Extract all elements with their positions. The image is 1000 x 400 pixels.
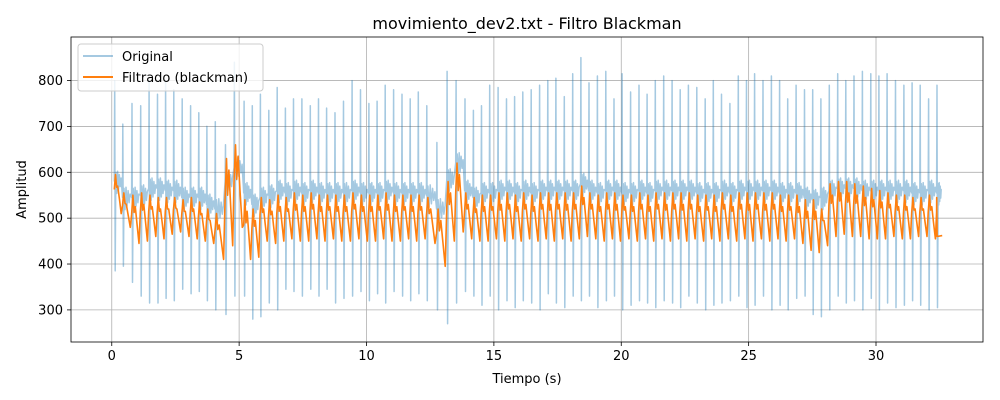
x-tick-label: 30 [868, 349, 885, 364]
y-tick-label: 300 [38, 303, 63, 318]
series-layer [113, 56, 943, 325]
series-line-original [113, 56, 942, 325]
legend-label-filtrado: Filtrado (blackman) [122, 71, 248, 86]
y-axis-label: Amplitud [15, 160, 30, 219]
x-axis-label: Tiempo (s) [491, 372, 561, 387]
y-axis: 300 400 500 600 700 800 [38, 74, 71, 318]
x-tick-label: 25 [740, 349, 757, 364]
x-tick-label: 0 [108, 349, 116, 364]
y-tick-label: 600 [38, 166, 63, 181]
legend: Original Filtrado (blackman) [77, 43, 264, 92]
chart-title: movimiento_dev2.txt - Filtro Blackman [372, 14, 681, 34]
y-tick-label: 800 [38, 74, 63, 89]
legend-label-original: Original [122, 50, 173, 65]
plot-frame [70, 36, 984, 343]
series-line-filtrado [113, 144, 943, 268]
y-tick-label: 500 [38, 212, 63, 227]
x-tick-label: 5 [235, 349, 243, 364]
legend-box [77, 43, 264, 92]
x-tick-label: 15 [486, 349, 503, 364]
x-axis: 0 5 10 15 20 25 30 [108, 342, 885, 364]
x-tick-label: 10 [358, 349, 375, 364]
y-tick-label: 700 [38, 120, 63, 135]
x-tick-label: 20 [613, 349, 630, 364]
y-tick-label: 400 [38, 258, 63, 273]
